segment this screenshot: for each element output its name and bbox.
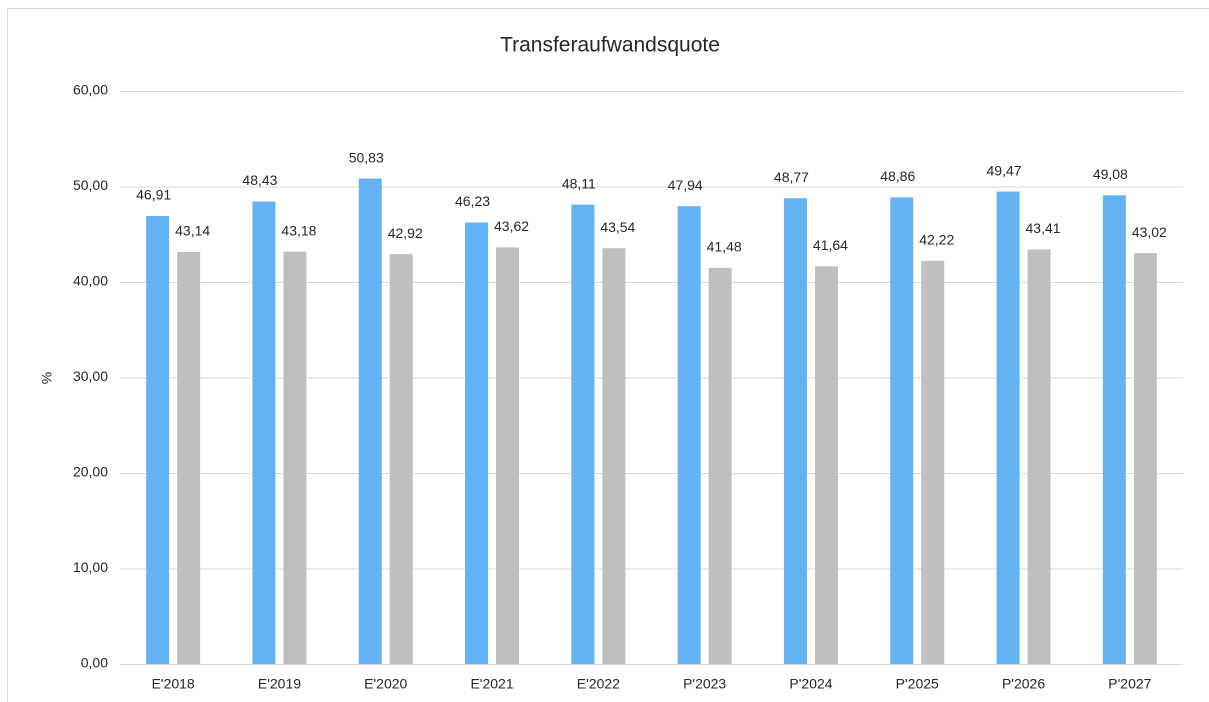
bar xyxy=(465,222,489,665)
bar xyxy=(890,197,914,664)
data-label: 42,22 xyxy=(919,232,954,248)
data-label: 49,47 xyxy=(987,162,1022,178)
bar xyxy=(708,267,732,664)
bar xyxy=(1027,249,1051,664)
data-label: 48,43 xyxy=(242,172,277,188)
bar xyxy=(602,248,626,664)
bar xyxy=(814,266,838,664)
data-label: 43,54 xyxy=(600,219,635,235)
data-label: 48,86 xyxy=(880,168,915,184)
y-tick-label: 60,00 xyxy=(73,82,108,98)
y-tick-label: 0,00 xyxy=(81,655,108,671)
chart-title: Transferaufwandsquote xyxy=(500,34,720,57)
bar xyxy=(996,191,1020,664)
data-label: 50,83 xyxy=(349,149,384,165)
data-label: 49,08 xyxy=(1093,166,1128,182)
y-tick-label: 10,00 xyxy=(73,559,108,575)
data-label: 46,91 xyxy=(136,187,171,203)
data-label: 41,64 xyxy=(813,237,848,253)
bar xyxy=(921,260,945,664)
data-label: 47,94 xyxy=(668,177,703,193)
chart-frame xyxy=(7,8,1209,702)
data-label: 43,14 xyxy=(175,223,210,239)
bar xyxy=(677,206,701,664)
data-label: 43,02 xyxy=(1132,224,1167,240)
bar xyxy=(283,251,307,665)
data-label: 41,48 xyxy=(707,239,742,255)
x-tick-label: P'2024 xyxy=(789,676,832,692)
bar xyxy=(496,247,520,664)
bar xyxy=(252,201,276,664)
x-tick-label: P'2027 xyxy=(1108,676,1151,692)
bar xyxy=(389,254,413,664)
data-label: 48,11 xyxy=(562,175,596,191)
bar xyxy=(1102,195,1126,664)
bar xyxy=(358,178,382,665)
y-tick-label: 20,00 xyxy=(73,464,108,480)
data-label: 46,23 xyxy=(455,193,490,209)
y-tick-label: 50,00 xyxy=(73,177,108,193)
bar xyxy=(146,216,170,664)
x-tick-label: E'2020 xyxy=(364,676,407,692)
data-label: 43,62 xyxy=(494,218,529,234)
y-axis-label: % xyxy=(39,372,55,384)
x-tick-label: P'2023 xyxy=(683,676,726,692)
x-tick-label: P'2026 xyxy=(1002,676,1045,692)
bar xyxy=(783,198,807,664)
bar xyxy=(571,204,595,664)
bar xyxy=(177,252,201,664)
y-tick-label: 30,00 xyxy=(73,368,108,384)
x-tick-label: P'2025 xyxy=(896,676,939,692)
x-tick-label: E'2022 xyxy=(577,676,620,692)
bar xyxy=(1133,253,1157,664)
data-label: 42,92 xyxy=(388,225,423,241)
data-label: 48,77 xyxy=(774,169,809,185)
x-tick-label: E'2021 xyxy=(470,676,513,692)
x-tick-label: E'2018 xyxy=(152,676,195,692)
x-tick-label: E'2019 xyxy=(258,676,301,692)
data-label: 43,41 xyxy=(1026,220,1061,236)
data-label: 43,18 xyxy=(281,222,316,238)
y-tick-label: 40,00 xyxy=(73,273,108,289)
